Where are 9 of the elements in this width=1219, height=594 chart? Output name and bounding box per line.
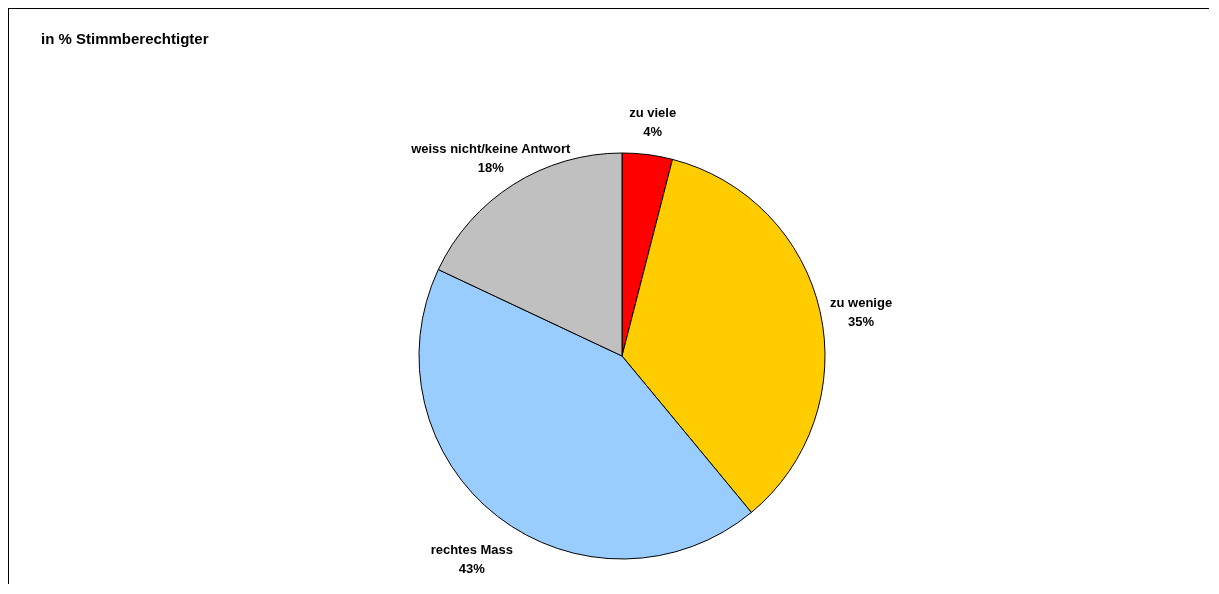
text: in % Stimmberechtigter xyxy=(41,30,209,47)
data-label: 35% xyxy=(848,313,875,329)
slice-label: zu wenige xyxy=(830,294,893,310)
data-label: 18% xyxy=(477,160,505,176)
slice-label: rechtes Mass xyxy=(430,541,514,557)
data-label: 43% xyxy=(458,560,486,576)
slice-label: weiss nicht/keine Antwort xyxy=(410,141,571,157)
data-label: 4% xyxy=(643,123,663,139)
slice-label: zu viele xyxy=(629,104,677,120)
